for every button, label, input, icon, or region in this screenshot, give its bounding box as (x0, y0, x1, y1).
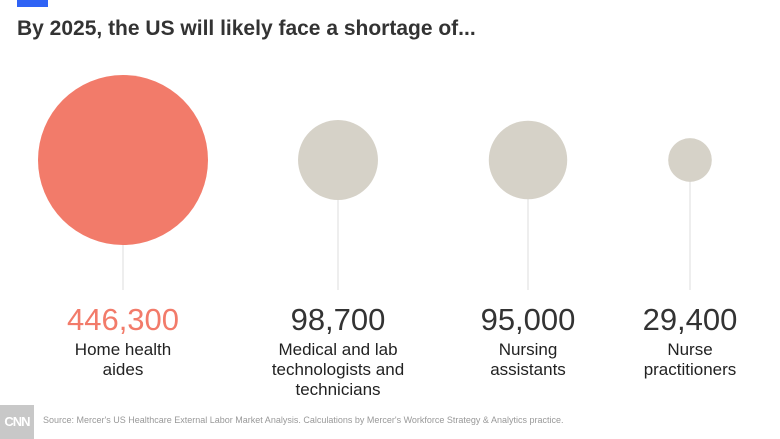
category-label: Medical and lab technologists and technici… (238, 340, 438, 400)
category-label: Nurse practitioners (590, 340, 780, 380)
bubble-chart (38, 75, 712, 290)
category-label: Nursing assistants (428, 340, 628, 380)
value-label: 95,000 (480, 302, 576, 337)
bubble (488, 120, 568, 200)
category-label-line: Home health (74, 340, 172, 359)
bubble (668, 138, 712, 182)
source-note: Source: Mercer's US Healthcare External … (43, 415, 564, 425)
category-label-line: aides (102, 360, 144, 379)
cnn-logo: CNN (0, 405, 34, 439)
category-label-line: Medical and lab (278, 340, 398, 359)
category-label-line: technologists and (271, 360, 405, 379)
category-label-line: Nurse (667, 340, 713, 359)
category-label-line: assistants (490, 360, 566, 379)
value-label: 98,700 (290, 302, 386, 337)
category-label-line: practitioners (643, 360, 737, 379)
chart-title: By 2025, the US will likely face a short… (17, 17, 476, 40)
accent-bar (17, 0, 48, 7)
category-label-line: technicians (295, 380, 381, 399)
category-label-line: Nursing (498, 340, 558, 359)
value-label: 446,300 (66, 302, 180, 337)
bubble (298, 120, 378, 200)
category-label: Home health aides (23, 340, 223, 380)
bubble (38, 75, 208, 245)
value-label: 29,400 (642, 302, 738, 337)
